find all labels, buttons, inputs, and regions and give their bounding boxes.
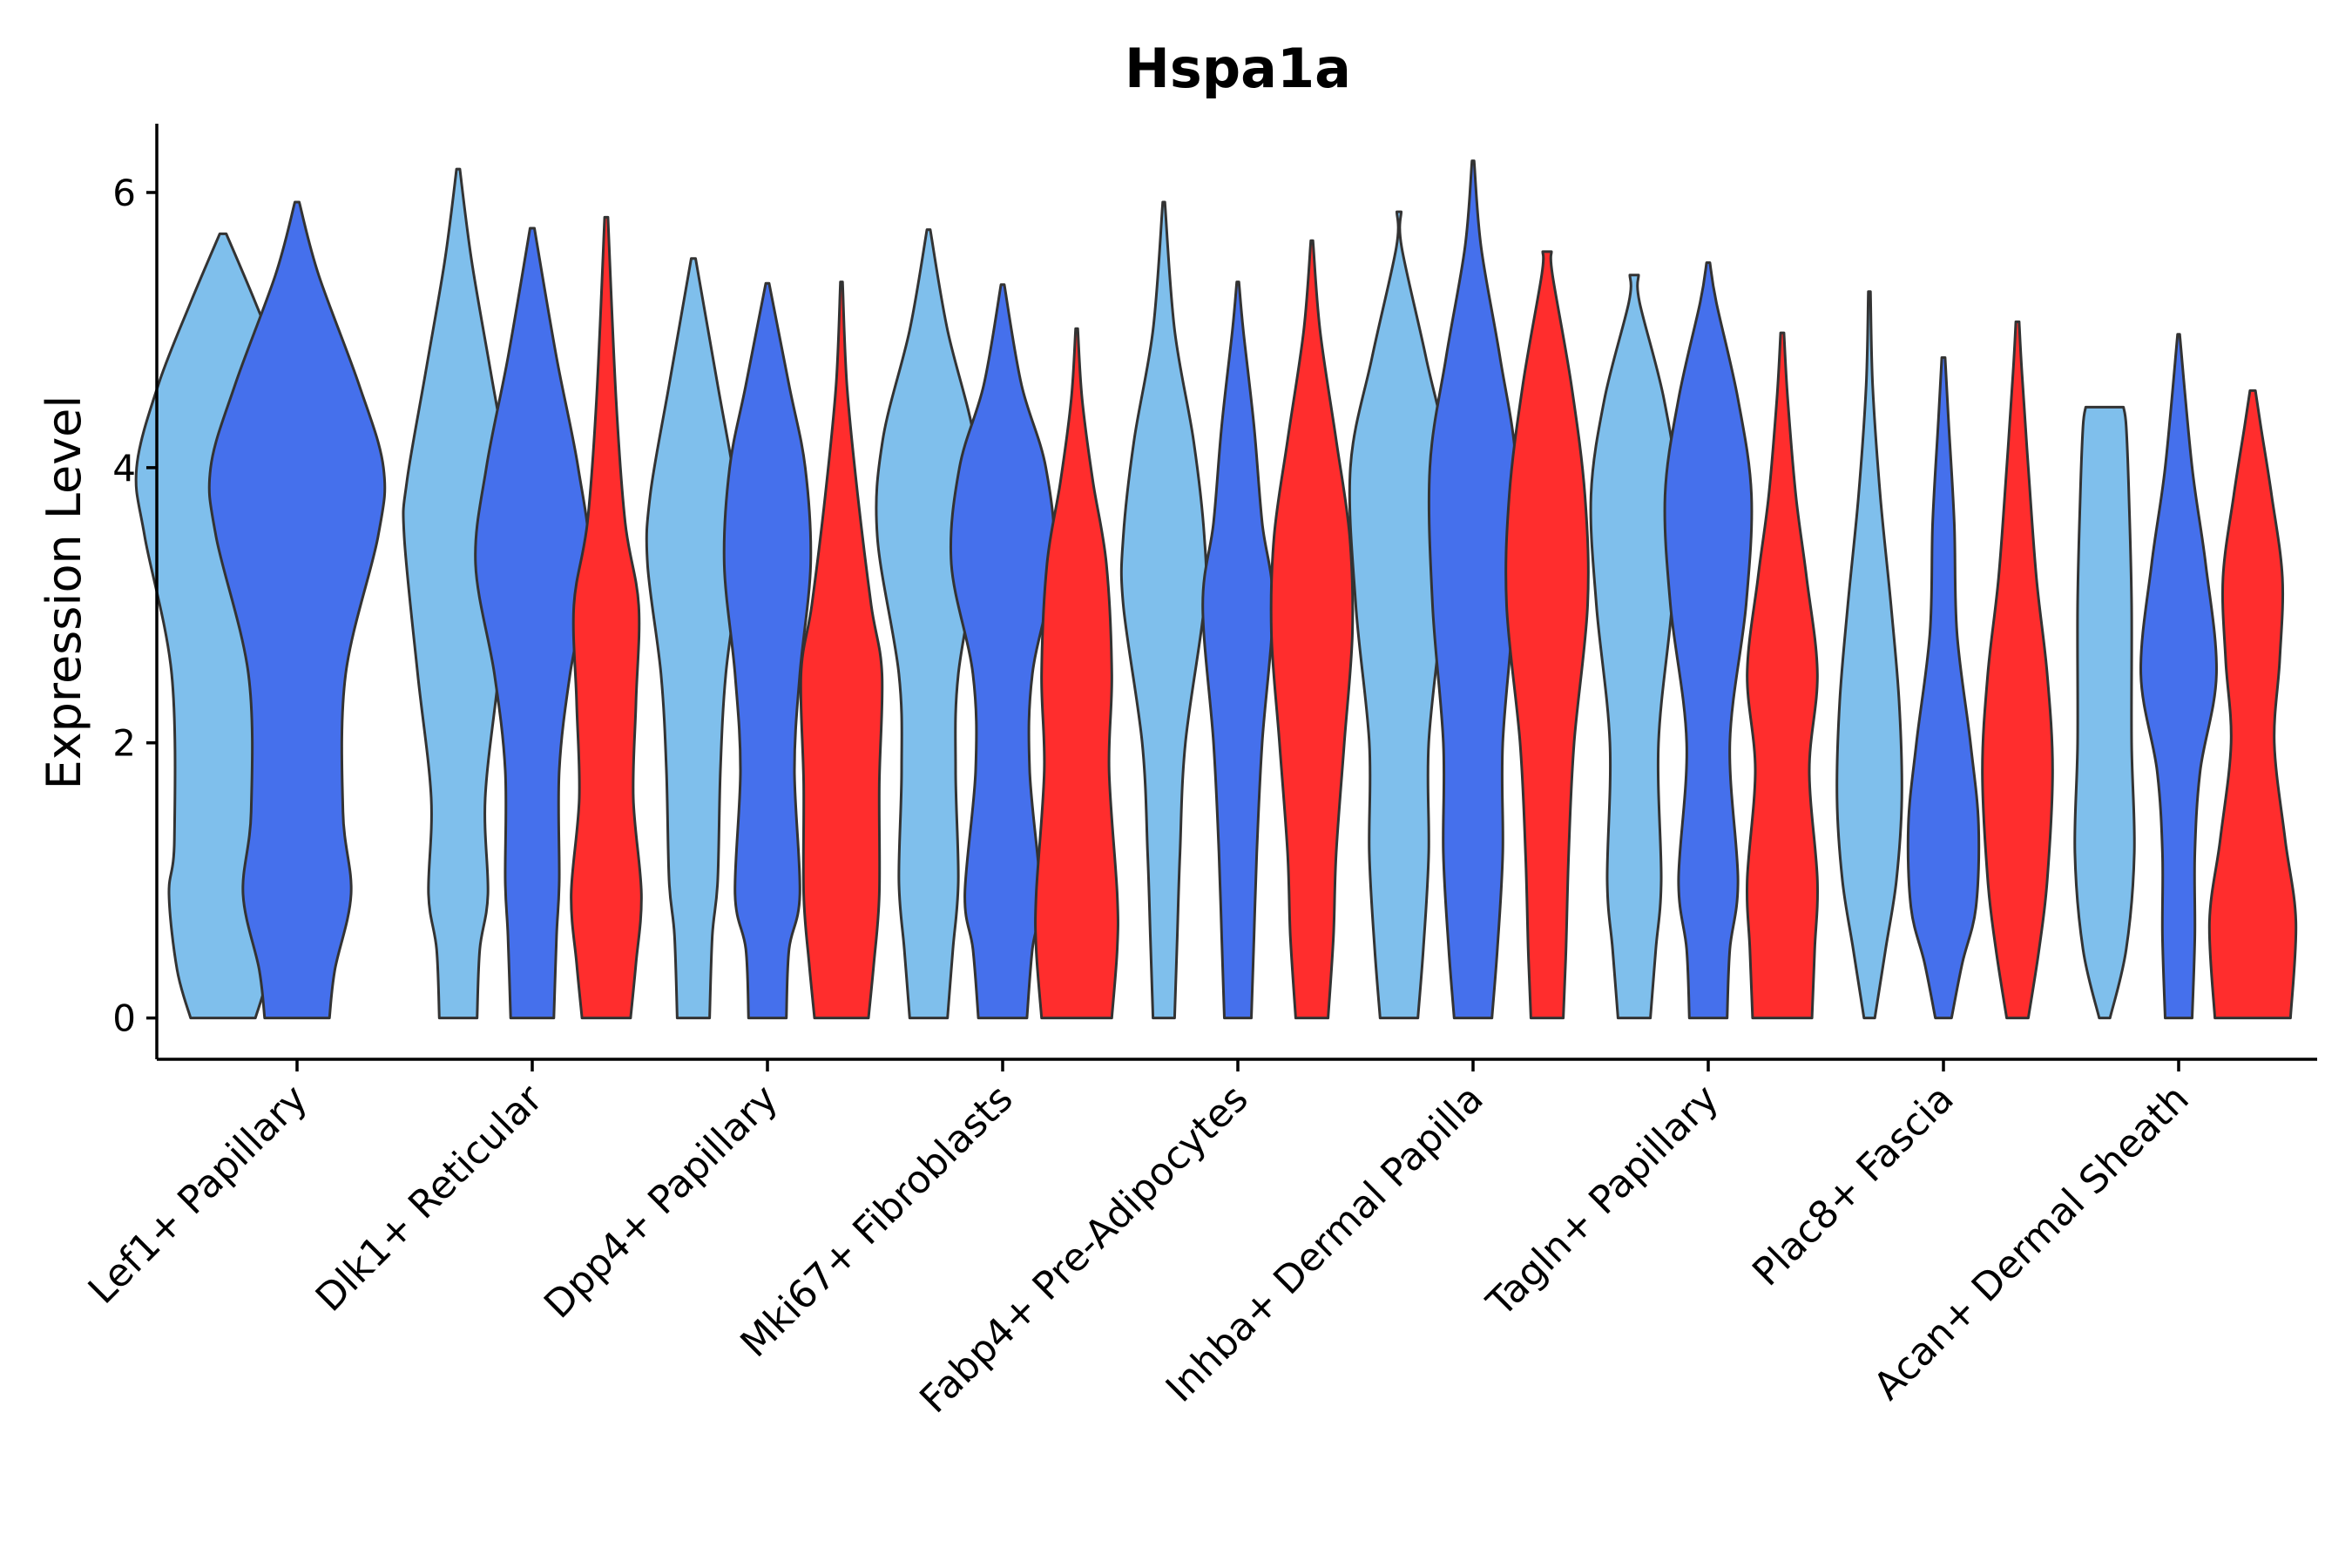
- violin-tagln-papillary-group-1: [1663, 261, 1754, 1020]
- violin-tagln-papillary-group-0: [1589, 274, 1680, 1020]
- x-tick-label: Dpp4+ Papillary: [536, 1077, 787, 1328]
- violin-dpp4-papillary-group-2: [799, 280, 884, 1020]
- violin-dlk1-reticular-group-1: [474, 226, 591, 1020]
- y-tick-label: 6: [112, 172, 136, 214]
- violin-plac8-fascia-group-0: [1835, 290, 1903, 1020]
- x-tick-label: Tagln+ Papillary: [1478, 1077, 1727, 1326]
- violin-acan-dermal-sheath-group-1: [2139, 333, 2218, 1020]
- violin-fabp4-pre-adipocytes-group-0: [1119, 200, 1208, 1020]
- violin-tagln-papillary-group-2: [1746, 331, 1819, 1020]
- x-tick-label: Lef1+ Papillary: [80, 1077, 316, 1313]
- y-tick-label: 4: [112, 447, 136, 490]
- violin-dlk1-reticular-group-2: [570, 215, 643, 1020]
- violin-acan-dermal-sheath-group-2: [2207, 389, 2298, 1020]
- x-tick-label: Dlk1+ Reticular: [308, 1076, 552, 1321]
- violin-mki67-fibroblasts-group-0: [875, 228, 983, 1020]
- chart-title: Hspa1a: [1125, 37, 1351, 100]
- violin-mki67-fibroblasts-group-2: [1034, 327, 1119, 1020]
- violin-plac8-fascia-group-1: [1906, 356, 1981, 1020]
- violin-plac8-fascia-group-2: [1981, 320, 2054, 1020]
- y-tick-label: 2: [112, 722, 136, 765]
- violin-inhba-dermal-papilla-group-0: [1348, 210, 1450, 1020]
- y-axis-ticks: 0 2 4 6: [112, 172, 157, 1040]
- violin-fabp4-pre-adipocytes-group-2: [1269, 239, 1355, 1020]
- violin-mki67-fibroblasts-group-1: [949, 283, 1057, 1020]
- violin-dpp4-papillary-group-0: [645, 257, 742, 1020]
- y-axis-label: Expression Level: [37, 395, 91, 790]
- violin-lef1-papillary-group-1: [207, 200, 387, 1020]
- y-tick-label: 0: [112, 997, 136, 1040]
- violin-inhba-dermal-papilla-group-2: [1504, 250, 1590, 1020]
- x-tick-label: Plac8+ Fascia: [1744, 1077, 1963, 1295]
- violin-dlk1-reticular-group-0: [402, 167, 515, 1020]
- violin-acan-dermal-sheath-group-0: [2073, 405, 2136, 1020]
- violin-inhba-dermal-papilla-group-1: [1427, 159, 1519, 1020]
- violin-fabp4-pre-adipocytes-group-1: [1201, 280, 1274, 1020]
- violin-dpp4-papillary-group-1: [722, 281, 813, 1020]
- violin-series: [134, 159, 2298, 1020]
